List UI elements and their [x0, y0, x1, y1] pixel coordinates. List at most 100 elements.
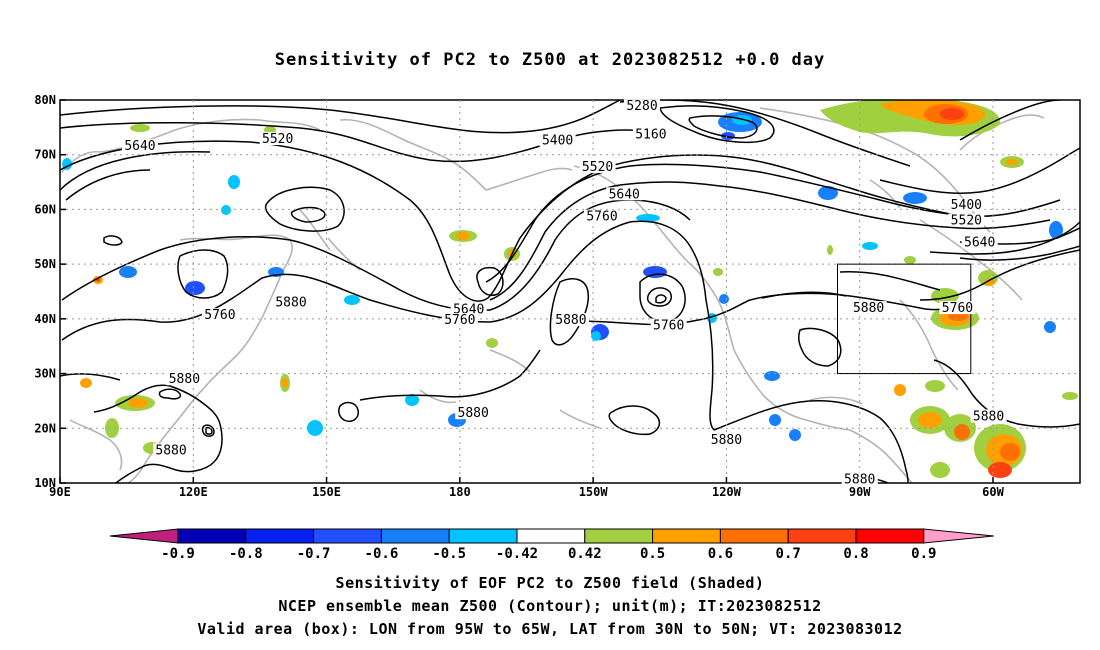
- contour-label: 5640: [964, 235, 995, 250]
- colorbar-segment: [313, 528, 382, 544]
- contour-label: 5400: [951, 198, 982, 213]
- contour-label: 5520: [582, 160, 613, 175]
- colorbar-label: -0.8: [229, 546, 263, 562]
- contour-label-bg: [708, 432, 745, 446]
- lon-label: 60W: [982, 485, 1004, 499]
- contour-label: 5880: [275, 296, 306, 311]
- map-title: Sensitivity of PC2 to Z500 at 2023082512…: [274, 50, 826, 70]
- contour-label-bg: [455, 406, 492, 420]
- sensitivity-shading: [62, 100, 1078, 478]
- contour-label: 5520: [951, 214, 982, 229]
- contour-label-bg: [273, 295, 310, 309]
- contour-label-bg: [606, 187, 643, 201]
- caption-contour: NCEP ensemble mean Z500 (Contour); unit(…: [278, 597, 822, 615]
- contour-label: 5760: [444, 313, 475, 328]
- contour-label: 5880: [853, 301, 884, 316]
- lat-label: 30N: [34, 367, 56, 381]
- colorbar-label: 0.5: [640, 546, 665, 562]
- contour-label: 5520: [262, 132, 293, 147]
- contour-label-bg: [632, 127, 669, 141]
- contour-label-bg: [948, 198, 985, 212]
- contour-label: 5880: [155, 443, 186, 458]
- contour-label-bg: [584, 209, 621, 223]
- contour-labels: 5280516054005520564057605520564058805760…: [121, 99, 1007, 487]
- colorbar-label: -0.5: [432, 546, 466, 562]
- contour-label: 5640: [124, 139, 155, 154]
- contour-label: 5760: [653, 319, 684, 334]
- contour-label: 5880: [458, 406, 489, 421]
- contour-label: 5880: [555, 313, 586, 328]
- colorbar-low-triangle: [109, 528, 179, 544]
- colorbar-label: -0.9: [161, 546, 195, 562]
- colorbar-label: 0.42: [568, 546, 602, 562]
- colorbar-label: 0.9: [911, 546, 936, 562]
- lon-label: 180: [449, 485, 471, 499]
- colorbar-label: -0.6: [365, 546, 399, 562]
- lon-label: 150W: [579, 485, 609, 499]
- contour-label-bg: [841, 472, 878, 486]
- colorbar-segment: [177, 528, 247, 544]
- contour-label-bg: [259, 132, 296, 146]
- contour-label-bg: [579, 159, 616, 173]
- lon-label: 150E: [312, 485, 341, 499]
- contour-label: 5880: [169, 372, 200, 387]
- caption-shaded: Sensitivity of EOF PC2 to Z500 field (Sh…: [335, 574, 765, 592]
- lat-label: 80N: [34, 93, 56, 107]
- contour-label-bg: [121, 139, 158, 153]
- contour-label: 5880: [973, 409, 1004, 424]
- colorbar: -0.9 -0.8 -0.7 -0.6 -0.5 -0.42 0.42 0.5 0.6 0.7 0.…: [109, 528, 994, 562]
- colorbar-segment: [855, 528, 925, 544]
- contour-label-bg: [539, 133, 576, 147]
- axis-labels: 90E 120E 150E 180 150W 120W 90W 60W 80N 70N 60N 50N…: [34, 93, 1004, 499]
- contour-label-bg: [948, 213, 985, 227]
- contour-label: 5160: [635, 128, 666, 143]
- lon-label: 120E: [179, 485, 208, 499]
- lat-label: 70N: [34, 148, 56, 162]
- contour-label: 5280: [626, 99, 657, 114]
- colorbar-label: -0.42: [496, 546, 538, 562]
- colorbar-segment: [516, 528, 586, 544]
- caption-valid-area: Valid area (box): LON from 95W to 65W, L…: [197, 620, 903, 638]
- contour-label-bg: [441, 313, 478, 327]
- lat-label: 10N: [34, 476, 56, 490]
- colorbar-segment: [652, 528, 721, 544]
- lat-label: 50N: [34, 257, 56, 271]
- colorbar-segment: [787, 528, 857, 544]
- contour-label-bg: [850, 301, 887, 315]
- colorbar-segment: [380, 528, 450, 544]
- contour-label-bg: [552, 313, 589, 327]
- contour-label: 5760: [204, 308, 235, 323]
- colorbar-high-triangle: [923, 528, 994, 544]
- colorbar-segment: [719, 528, 789, 544]
- contour-label-bg: [939, 301, 976, 315]
- contour-label-bg: [201, 308, 238, 322]
- contour-label: 5880: [711, 433, 742, 448]
- contour-label-bg: [153, 443, 190, 457]
- lat-label: 40N: [34, 312, 56, 326]
- colorbar-label: 0.7: [776, 546, 801, 562]
- contour-label: 5760: [942, 301, 973, 316]
- colorbar-label: 0.6: [708, 546, 733, 562]
- map-frame: [59, 99, 1081, 484]
- lat-label: 20N: [34, 421, 56, 435]
- contour-label: 5400: [542, 134, 573, 149]
- contour-label-bg: [166, 372, 203, 386]
- colorbar-segment: [584, 528, 654, 544]
- lat-label: 60N: [34, 202, 56, 216]
- contour-label-bg: [961, 235, 998, 249]
- coastlines: [61, 107, 1045, 483]
- z500-contours: [60, 100, 1080, 483]
- colorbar-label: 0.8: [843, 546, 868, 562]
- colorbar-label: -0.7: [297, 546, 331, 562]
- contour-label: 5760: [586, 210, 617, 225]
- lon-label: 90W: [849, 485, 871, 499]
- lon-label: 120W: [712, 485, 742, 499]
- valid-area-box: [837, 263, 972, 375]
- contour-label: 5880: [844, 472, 875, 487]
- contour-label-bg: [450, 302, 487, 316]
- contour-label-bg: [970, 409, 1007, 423]
- contour-label-bg: [650, 318, 687, 332]
- colorbar-segment: [245, 528, 315, 544]
- lon-label: 90E: [49, 485, 71, 499]
